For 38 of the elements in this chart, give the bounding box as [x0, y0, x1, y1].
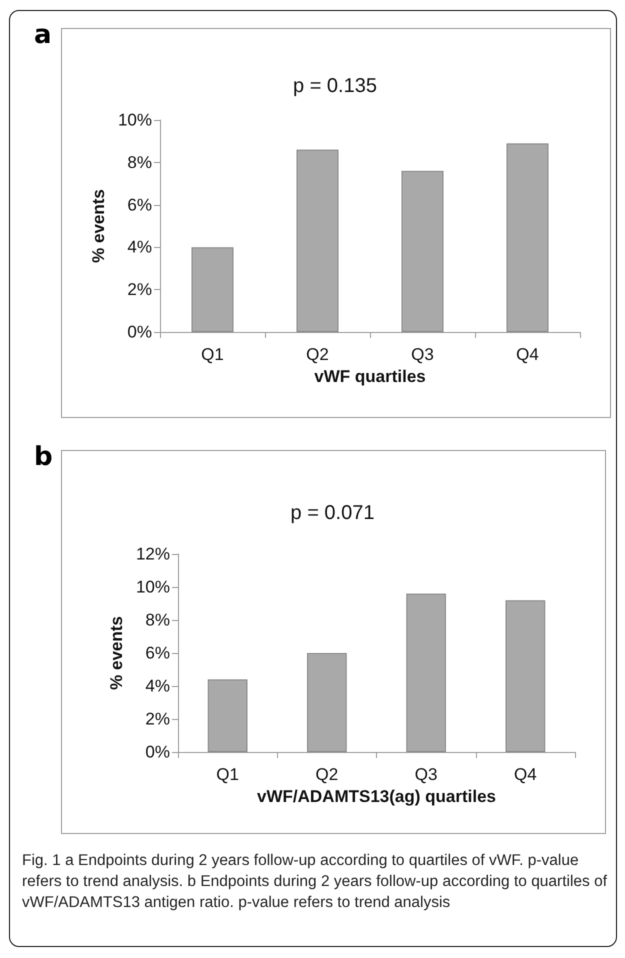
bar	[307, 653, 347, 752]
y-axis-title: % events	[107, 616, 126, 690]
y-tick-label: 6%	[145, 644, 170, 662]
x-tick-label: Q2	[306, 345, 329, 364]
bar	[402, 170, 444, 332]
bar	[192, 247, 234, 332]
y-tick-label: 10%	[118, 110, 152, 130]
x-tick-label: Q4	[516, 345, 539, 364]
x-tick-label: Q1	[216, 765, 239, 784]
y-tick-label: 0%	[145, 742, 170, 762]
y-tick-label: 8%	[145, 610, 170, 630]
text: a	[34, 20, 52, 50]
chart-title: p = 0.071	[290, 502, 374, 524]
chart-title: p = 0.135	[293, 75, 377, 97]
bar	[208, 679, 248, 752]
y-tick-label: 0%	[127, 322, 152, 342]
text: b	[34, 442, 53, 472]
x-tick-label: Q3	[411, 345, 434, 364]
y-axis-title: % events	[89, 189, 108, 263]
y-tick-label: 2%	[145, 710, 170, 728]
x-axis-title: vWF quartiles	[314, 367, 426, 386]
y-tick-label: 10%	[136, 578, 170, 596]
y-tick-label: 4%	[127, 238, 152, 257]
bar	[406, 594, 446, 752]
y-tick-label: 4%	[145, 676, 170, 696]
x-tick-label: Q2	[316, 765, 338, 784]
y-tick-label: 2%	[127, 280, 152, 300]
x-tick-label: Q4	[514, 765, 537, 784]
y-tick-label: 6%	[127, 195, 152, 214]
bar	[506, 600, 546, 752]
x-axis-title: vWF/ADAMTS13(ag) quartiles	[257, 787, 496, 806]
x-tick-label: Q1	[201, 345, 224, 364]
bar	[296, 150, 338, 332]
y-tick-label: 12%	[136, 544, 170, 564]
x-tick-label: Q3	[414, 765, 438, 784]
y-tick-label: 8%	[127, 152, 152, 172]
caption: Fig. 1 a Endpoints during 2 years follow-up according to quartiles of vWF. p-value refers to trend analysis. b Endpoints during 2 years follow-up according to quartiles of vWF/ADAMTS13 antigen ratio. p-value refers to trend analysis	[22, 851, 608, 913]
bar	[506, 143, 548, 332]
